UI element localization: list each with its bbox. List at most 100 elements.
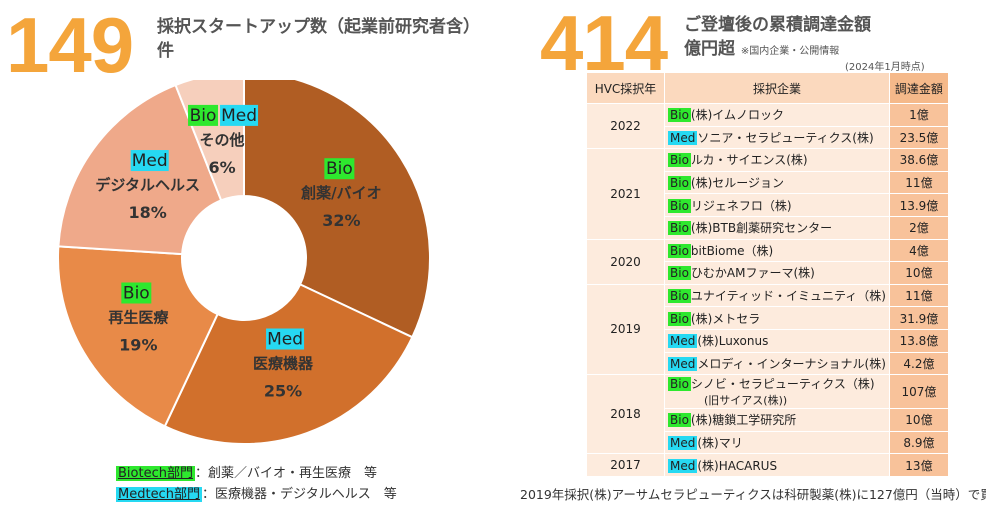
amount-cell: 13.8億 (888, 328, 949, 353)
slice-pct-2: 19% (119, 335, 157, 354)
company-name: ルカ・サイエンス(株) (690, 153, 808, 168)
slice-tag-bg-2-0 (121, 282, 152, 304)
slice-category-2: 再生医療 (108, 308, 169, 326)
slice-tag-2-0: Bio (123, 283, 150, 303)
amount-cell: 4億 (888, 238, 949, 263)
company-cell: Bio (株)糖鎖工学研究所 (664, 408, 890, 432)
company-tag: Med (668, 334, 698, 349)
table-row: 2019 Bio ユナイティッド・イミュニティ（株) 11億 (586, 283, 949, 376)
header-year: HVC採択年 (586, 72, 665, 104)
slice-tag-0-0: Bio (326, 159, 353, 179)
company-tag: Bio (668, 243, 691, 258)
table-header-row: HVC採択年 採択企業 調達金額 (586, 72, 949, 104)
company-name: ソニア・セラピューティクス(株) (697, 130, 874, 145)
slice-tag-bg-0-0 (324, 158, 355, 180)
slice-label-1: Med 医療機器 25% (253, 328, 314, 401)
table-row: Bio (株)BTB創薬研究センター 2億 (587, 215, 949, 240)
table-row: Med (株)マリ 8.9億 (587, 430, 949, 455)
slice-0 (243, 80, 431, 339)
company-tag: Bio (668, 221, 691, 236)
slice-category-1: 医療機器 (253, 355, 314, 373)
table-row: Med ソニア・セラピューティクス(株) 23.5億 (587, 125, 949, 150)
amount-cell: 8.9億 (888, 430, 949, 455)
company-cell: Bio (株)BTB創薬研究センター (664, 215, 890, 240)
company-cell: Bio ルカ・サイエンス(株) (664, 148, 890, 172)
slice-tag-bg-4-1 (220, 104, 259, 126)
slice-pct-0: 32% (322, 211, 360, 230)
company-name: (株)イムノロック (690, 108, 785, 123)
funding-table: HVC採択年 採択企業 調達金額 2022 Bio (株)イムノロック 1億 Med ソニ… (586, 72, 949, 477)
startup-count: 149 (6, 1, 134, 89)
legend-medtech-tag: Medtech部門 (116, 487, 202, 502)
company-tag: Bio (668, 413, 691, 428)
company-tag: Med (668, 458, 698, 473)
table-row: Bio ひむかAMファーマ(株) 10億 (587, 261, 949, 285)
amount-cell: 13億 (888, 453, 949, 477)
year-cell: 2021 (586, 148, 665, 240)
company-name: ユナイティッド・イミュニティ（株) (690, 289, 886, 304)
amount-cell: 4.2億 (888, 351, 949, 376)
legend-biotech-tag: Biotech部門 (116, 466, 195, 481)
slice-tag-4-0: Bio (190, 106, 217, 126)
year-cell: 2022 (586, 102, 665, 150)
company-cell: Med (株)Luxonus (664, 328, 890, 353)
slice-pct-1: 25% (264, 382, 302, 401)
company-tag: Bio (668, 198, 691, 213)
amount-cell: 23.5億 (888, 125, 949, 150)
company-name: メロディ・インターナショナル(株) (697, 356, 886, 371)
company-name: (株)HACARUS (697, 458, 778, 473)
amount-cell: 10億 (888, 261, 949, 285)
amount-cell: 10億 (888, 408, 949, 432)
company-tag: Bio (668, 377, 691, 392)
table-row: Med メロディ・インターナショナル(株) 4.2億 (587, 351, 949, 376)
slice-tag-1-0: Med (267, 330, 303, 350)
amount-cell: 13.9億 (888, 193, 949, 217)
company-tag: Med (668, 356, 698, 371)
company-name: bitBiome（株) (690, 243, 774, 258)
amount-cell: 31.9億 (888, 306, 949, 330)
company-tag: Bio (668, 176, 691, 191)
slice-category-0: 創薬/バイオ (300, 184, 381, 202)
company-cell: Bio (株)メトセラ (664, 306, 890, 330)
company-name: シノビ・セラピューティクス（株) (690, 377, 875, 392)
slice-label-4: Bio Med その他 6% (188, 104, 259, 177)
slice-label-0: Bio 創薬/バイオ 32% (300, 158, 382, 230)
company-tag: Bio (668, 153, 691, 168)
company-cell: Med (株)HACARUS (664, 453, 890, 477)
company-cell: Bio (株)イムノロック (664, 103, 890, 127)
slice-tag-bg-4-0 (188, 104, 219, 126)
startup-count-unit: 件 (157, 41, 174, 61)
table-row: 2022 Bio (株)イムノロック 1億 (586, 102, 949, 150)
table-row: 2021 Bio ルカ・サイエンス(株) 38.6億 (586, 148, 949, 240)
amount-cell: 11億 (888, 170, 949, 195)
company-cell: Bio ユナイティッド・イミュニティ（株) (664, 283, 890, 308)
slice-pct-3: 18% (129, 203, 167, 222)
legend-medtech-text: ：医療機器・デジタルヘルス 等 (201, 487, 397, 502)
amount-cell: 107億 (888, 374, 949, 410)
funding-note: ※国内企業・公開情報 (740, 46, 840, 57)
amount-cell: 38.6億 (888, 148, 949, 172)
company-tag: Med (668, 436, 698, 451)
amount-cell: 2億 (888, 215, 949, 240)
company-name: (株)セルージョン (690, 176, 785, 191)
slice-label-2: Bio 再生医療 19% (108, 282, 169, 354)
slice-category-3: デジタルヘルス (95, 176, 200, 194)
company-former-name: (旧サイアス(株)) (704, 394, 788, 408)
company-cell: Bio シノビ・セラピューティクス（株) (旧サイアス(株)) (664, 374, 890, 410)
table-row: Bio リジェネフロ（株) 13.9億 (587, 193, 949, 217)
table-row: 2017 Med (株)HACARUS 13億 (586, 453, 949, 477)
company-tag: Bio (668, 289, 691, 304)
company-name: リジェネフロ（株) (690, 198, 792, 213)
company-tag: Bio (668, 311, 691, 326)
as-of-date: (2024年1月時点) (845, 62, 925, 73)
slice-label-3: Med デジタルヘルス 18% (95, 150, 200, 222)
table-row: 2020 Bio bitBiome（株) 4億 (586, 238, 949, 285)
legend-biotech-text: ：創薬／バイオ・再生医療 等 (194, 466, 377, 481)
company-name: (株)マリ (697, 436, 743, 451)
amount-cell: 1億 (888, 103, 949, 127)
startup-count-label: 採択スタートアップ数（起業前研究者含） (157, 17, 480, 37)
funding-unit-text: 億円超 (684, 39, 735, 59)
company-name: (株)メトセラ (690, 311, 761, 326)
table-row: 2018 Bio シノビ・セラピューティクス（株) (旧サイアス(株)) 107億 (586, 374, 949, 455)
company-tag: Bio (668, 266, 691, 281)
